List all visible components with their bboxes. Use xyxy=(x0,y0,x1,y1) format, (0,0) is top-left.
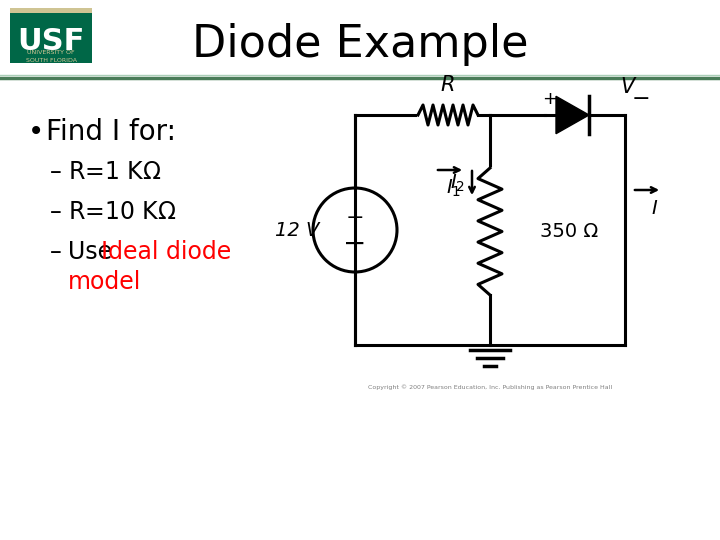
Text: model: model xyxy=(68,270,141,294)
Text: Ideal diode: Ideal diode xyxy=(101,240,231,264)
Bar xyxy=(10,8,92,63)
Text: R: R xyxy=(441,75,455,95)
Bar xyxy=(10,8,92,13)
Text: −: − xyxy=(631,89,650,109)
Polygon shape xyxy=(556,96,589,134)
Text: −: − xyxy=(343,230,366,258)
Text: R=1 K$\Omega$: R=1 K$\Omega$ xyxy=(68,160,161,184)
Text: Diode Example: Diode Example xyxy=(192,24,528,66)
Text: –: – xyxy=(50,160,69,184)
Text: USF: USF xyxy=(17,26,85,56)
Text: •: • xyxy=(28,118,44,146)
Text: I: I xyxy=(651,199,657,218)
Text: SOUTH FLORIDA: SOUTH FLORIDA xyxy=(25,57,76,63)
Text: V: V xyxy=(620,77,634,97)
Text: –: – xyxy=(50,200,69,224)
Text: 12 V: 12 V xyxy=(275,220,319,240)
Text: Find I for:: Find I for: xyxy=(46,118,176,146)
Text: $I_1$: $I_1$ xyxy=(446,177,462,199)
Text: Use: Use xyxy=(68,240,120,264)
Text: +: + xyxy=(346,208,364,228)
Text: $I_2$: $I_2$ xyxy=(451,172,466,194)
Text: R=10 K$\Omega$: R=10 K$\Omega$ xyxy=(68,200,176,224)
Text: +: + xyxy=(542,90,557,108)
Text: UNIVERSITY OF: UNIVERSITY OF xyxy=(27,51,75,56)
Text: 350 Ω: 350 Ω xyxy=(540,222,598,241)
Text: –: – xyxy=(50,240,69,264)
Text: Copyright © 2007 Pearson Education, Inc. Publishing as Pearson Prentice Hall: Copyright © 2007 Pearson Education, Inc.… xyxy=(368,384,612,390)
